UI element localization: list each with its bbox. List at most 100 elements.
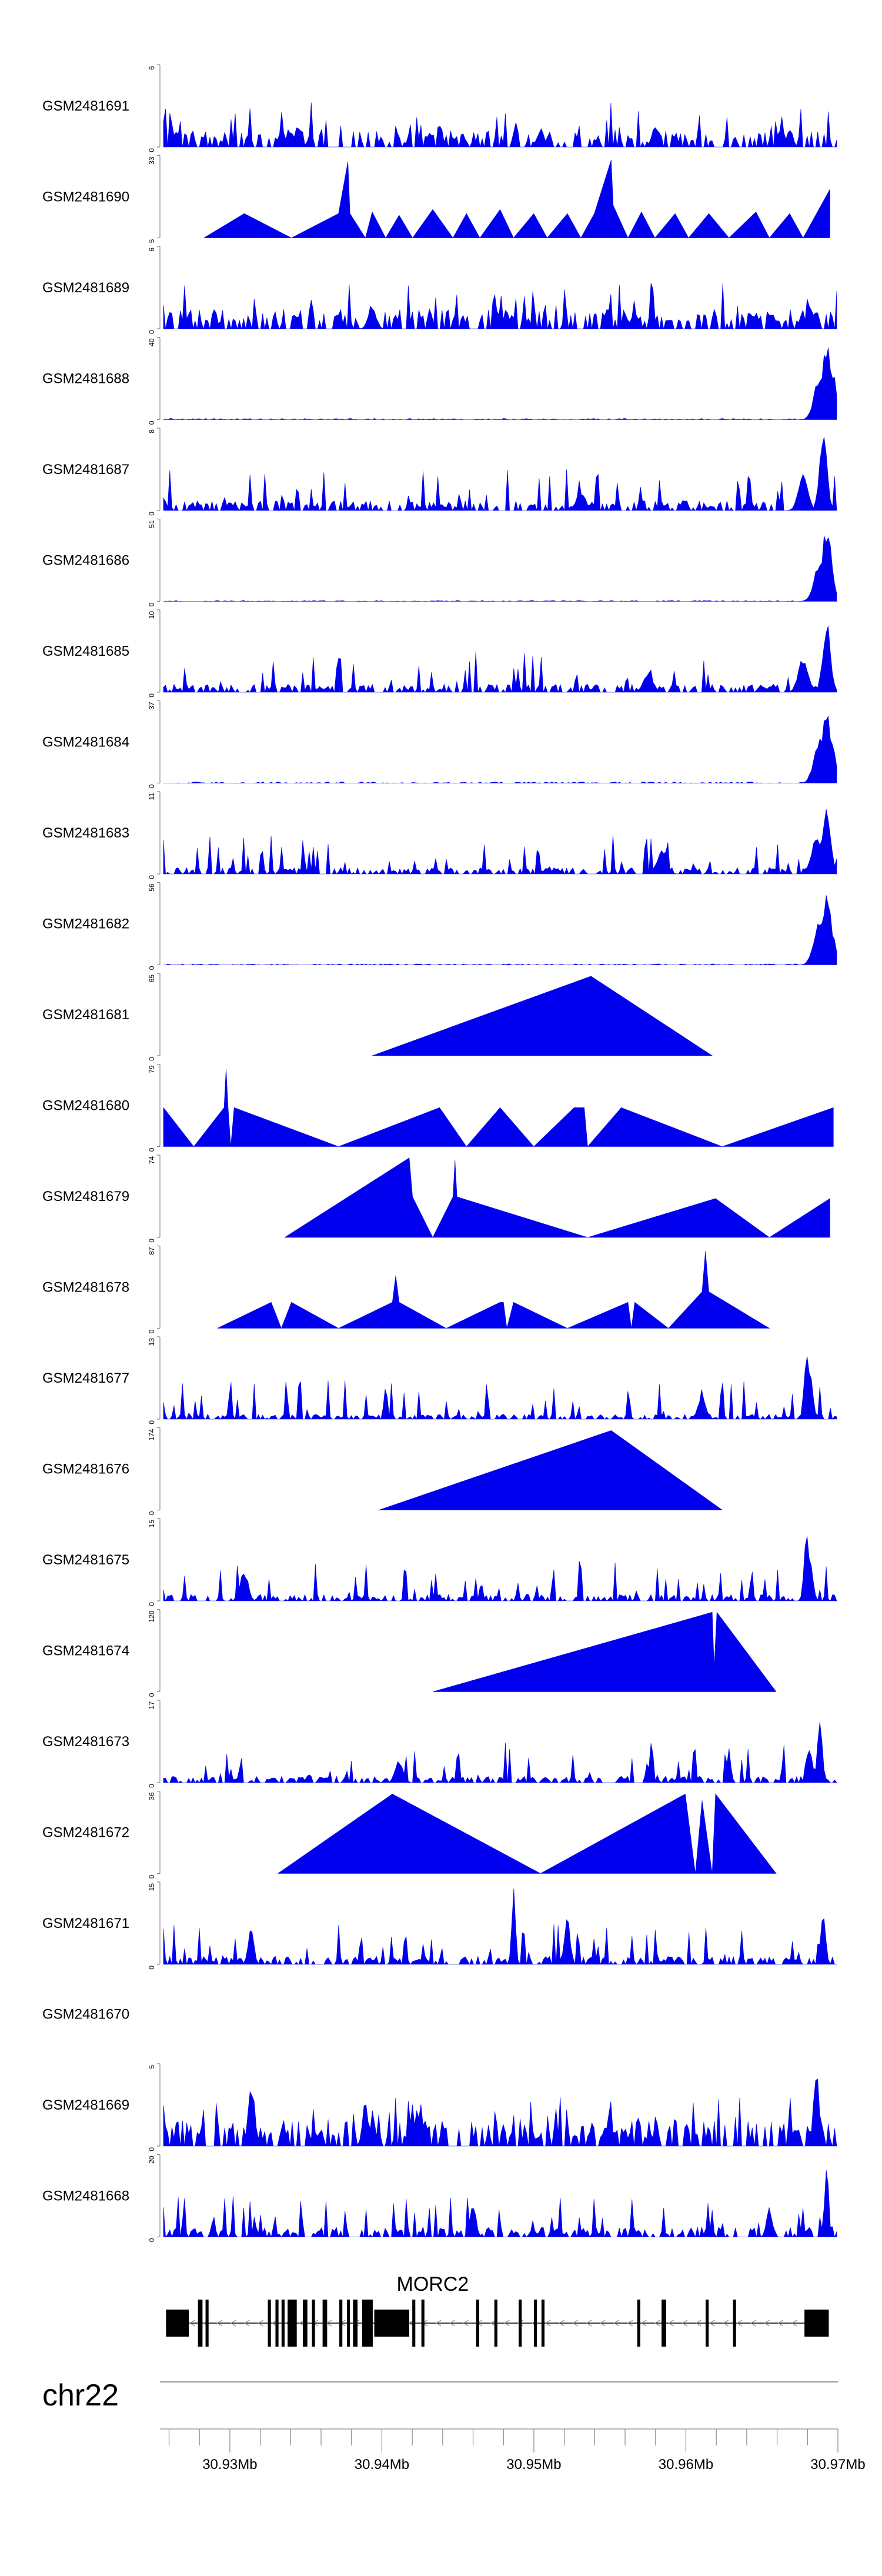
strand-arrow	[736, 2320, 743, 2327]
gene-exon	[322, 2300, 328, 2347]
y-axis-min-label: 0	[148, 1147, 156, 1152]
track-gsm2481679: GSM2481679 74 0	[42, 1154, 830, 1243]
strand-arrow	[463, 2320, 469, 2327]
y-axis-min-label: 0	[148, 330, 156, 334]
gene-exon	[275, 2300, 279, 2347]
track-label: GSM2481676	[42, 1461, 129, 1477]
gene-exon	[662, 2300, 666, 2347]
y-axis-max-label: 87	[148, 1247, 156, 1255]
strand-arrow	[696, 2320, 701, 2327]
y-axis-max-label: 74	[148, 1156, 156, 1164]
y-axis-min-label: 0	[148, 2238, 156, 2242]
track-label: GSM2481691	[42, 98, 129, 114]
strand-arrow	[216, 2320, 223, 2327]
track-gsm2481685: GSM2481685 10 0	[42, 609, 837, 698]
strand-arrow	[654, 2320, 660, 2327]
gene-exon	[706, 2300, 709, 2347]
strand-arrow	[709, 2320, 715, 2327]
strand-arrow	[559, 2320, 564, 2327]
track-label: GSM2481680	[42, 1098, 129, 1114]
gene-exon	[346, 2300, 350, 2347]
track-label: GSM2481683	[42, 825, 129, 841]
coverage-area	[217, 1251, 770, 1329]
strand-arrow	[258, 2320, 263, 2327]
track-label: GSM2481670	[42, 2007, 129, 2023]
track-gsm2481670: GSM2481670	[42, 2007, 129, 2023]
track-gsm2481677: GSM2481677 13 0	[42, 1336, 837, 1424]
track-label: GSM2481677	[42, 1370, 129, 1386]
track-gsm2481687: GSM2481687 8 0	[42, 428, 837, 516]
y-axis-min-label: 0	[148, 1966, 156, 1970]
x-axis-tick-label: 30.97Mb	[810, 2457, 865, 2472]
gene-exon	[268, 2300, 271, 2347]
strand-arrow	[764, 2320, 770, 2327]
y-axis-min-label: 0	[148, 512, 156, 516]
track-gsm2481673: GSM2481673 17 0	[42, 1700, 837, 1788]
y-axis-min-label: 0	[148, 875, 156, 879]
track-gsm2481672: GSM2481672 36 0	[42, 1790, 777, 1878]
y-axis-max-label: 8	[148, 429, 156, 433]
strand-arrow	[723, 2320, 729, 2327]
strand-arrow	[586, 2320, 592, 2327]
track-gsm2481682: GSM2481682 56 0	[42, 882, 837, 970]
track-label: GSM2481689	[42, 280, 129, 296]
y-axis-min-label: 0	[148, 148, 156, 152]
gene-exon	[303, 2300, 308, 2347]
y-axis-min-label: 0	[148, 1420, 156, 1424]
strand-arrow	[681, 2320, 688, 2327]
y-axis-max-label: 33	[148, 156, 156, 165]
coverage-area	[163, 809, 837, 875]
coverage-area	[163, 2078, 837, 2147]
y-axis-min-label: 0	[148, 784, 156, 788]
strand-arrow	[545, 2320, 551, 2327]
gene-model: MORC2	[166, 2273, 829, 2347]
track-gsm2481676: GSM2481676 174 0	[42, 1427, 723, 1515]
y-axis-max-label: 15	[148, 1883, 156, 1891]
coverage-area	[163, 536, 837, 602]
y-axis-max-label: 11	[148, 793, 156, 800]
gene-exon	[541, 2300, 545, 2347]
strand-arrow	[600, 2320, 606, 2327]
coverage-area	[163, 895, 837, 965]
coverage-area	[163, 437, 837, 512]
y-axis-min-label: 0	[148, 1239, 156, 1243]
tracks-layer: GSM248169160GSM2481690335GSM248168960GSM…	[42, 64, 837, 2242]
y-axis-min-label: 0	[148, 1511, 156, 1515]
strand-arrow	[490, 2320, 496, 2327]
coverage-area	[163, 626, 837, 693]
genome-axis: chr22 30.93Mb 30.94Mb 30.95Mb 30.96Mb 30.97M…	[42, 2378, 866, 2472]
strand-arrow	[189, 2320, 195, 2327]
coverage-area	[277, 1793, 777, 1874]
y-axis-max-label: 79	[148, 1065, 156, 1073]
gene-exon	[198, 2300, 203, 2347]
strand-arrow	[777, 2320, 784, 2327]
x-axis-tick-label: 30.93Mb	[202, 2457, 257, 2472]
strand-arrow	[640, 2320, 647, 2327]
coverage-area	[163, 347, 837, 420]
gene-exon	[362, 2300, 373, 2347]
strand-arrow	[627, 2320, 633, 2327]
y-axis-min-label: 0	[148, 1057, 156, 1061]
gene-exon	[494, 2300, 497, 2347]
gene-exon	[533, 2300, 537, 2347]
gene-exon	[476, 2300, 479, 2347]
y-axis-min-label: 0	[148, 1784, 156, 1788]
y-axis-max-label: 20	[148, 2155, 156, 2164]
track-label: GSM2481675	[42, 1552, 129, 1568]
y-axis-min-label: 0	[148, 1693, 156, 1697]
track-label: GSM2481690	[42, 189, 129, 205]
track-label: GSM2481678	[42, 1280, 129, 1296]
y-axis-max-label: 17	[148, 1701, 156, 1710]
strand-arrow	[504, 2320, 510, 2327]
track-label: GSM2481671	[42, 1916, 129, 1931]
y-axis-max-label: 15	[148, 1520, 156, 1528]
track-gsm2481668: GSM2481668 20 0	[42, 2154, 837, 2242]
track-gsm2481669: GSM2481669 5 0	[42, 2063, 837, 2151]
strand-arrow	[244, 2320, 250, 2327]
gene-exon	[637, 2300, 640, 2347]
gene-exon	[312, 2300, 315, 2347]
track-gsm2481680: GSM2481680 79 0	[42, 1063, 834, 1152]
y-axis-max-label: 37	[148, 702, 156, 710]
track-label: GSM2481674	[42, 1643, 129, 1659]
